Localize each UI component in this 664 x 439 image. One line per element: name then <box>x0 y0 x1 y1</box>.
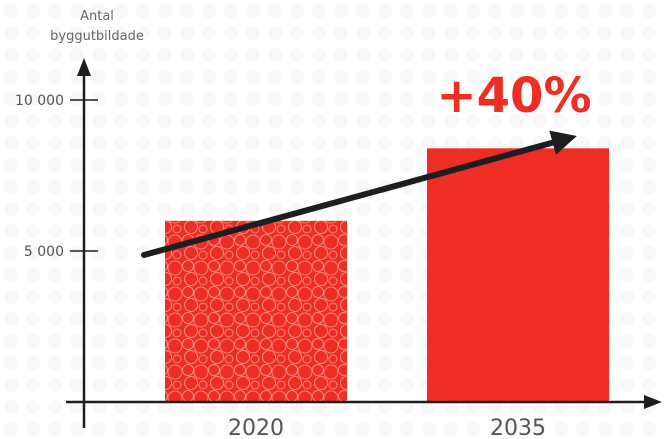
bars <box>165 148 609 402</box>
y-axis-title: Antal byggutbildade <box>50 9 144 44</box>
x-axis-arrowhead <box>644 395 662 409</box>
x-tick-label: 2035 <box>490 416 546 439</box>
growth-annotation: +40% <box>141 68 592 258</box>
growth-arrow <box>141 130 577 258</box>
y-axis-arrowhead <box>77 58 91 76</box>
growth-label: +40% <box>436 68 591 124</box>
y-tick-label: 5 000 <box>24 244 64 260</box>
y-axis-title-line: Antal <box>80 9 114 24</box>
bar-2035 <box>427 148 609 402</box>
bar-pattern-2020 <box>165 220 347 402</box>
y-tick-label: 10 000 <box>15 93 64 109</box>
y-ticks: 5 000 10 000 <box>15 93 98 260</box>
x-labels: 2020 2035 <box>228 416 546 439</box>
x-tick-label: 2020 <box>228 416 284 439</box>
y-axis-title-line: byggutbildade <box>50 29 144 44</box>
